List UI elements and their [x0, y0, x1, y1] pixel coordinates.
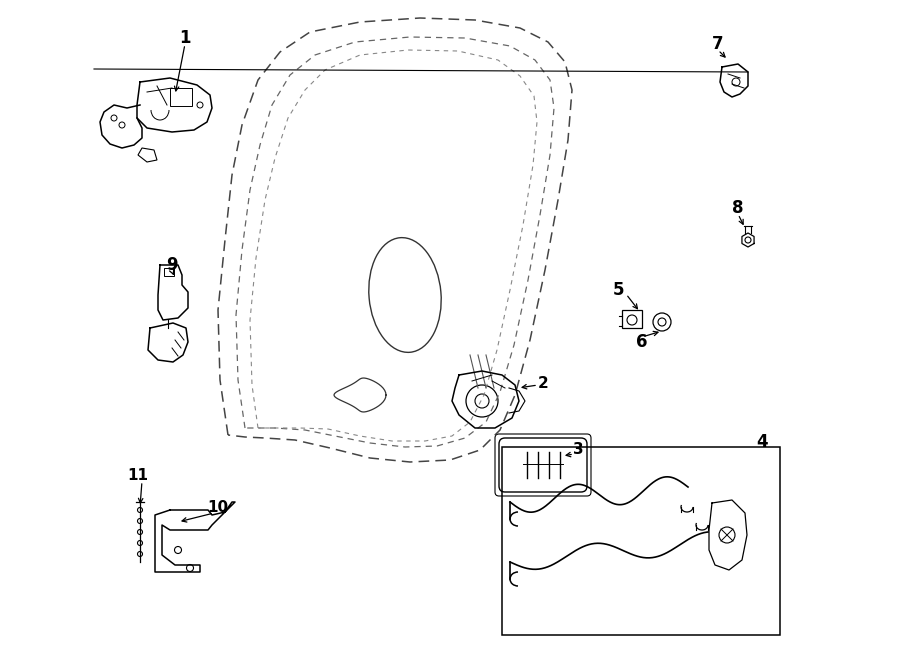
Text: 10: 10: [207, 500, 229, 516]
Text: 3: 3: [572, 442, 583, 457]
Text: 4: 4: [756, 433, 768, 451]
Text: 5: 5: [612, 281, 624, 299]
Text: 7: 7: [712, 35, 724, 53]
Bar: [622, 310, 642, 328]
Text: 9: 9: [166, 256, 178, 274]
Text: 1: 1: [179, 29, 191, 47]
Text: 2: 2: [537, 375, 548, 391]
Bar: [502, 447, 780, 635]
Text: 6: 6: [636, 333, 648, 351]
Bar: [164, 268, 174, 276]
Bar: [170, 88, 192, 106]
Text: 11: 11: [128, 469, 148, 483]
Text: 8: 8: [733, 199, 743, 217]
